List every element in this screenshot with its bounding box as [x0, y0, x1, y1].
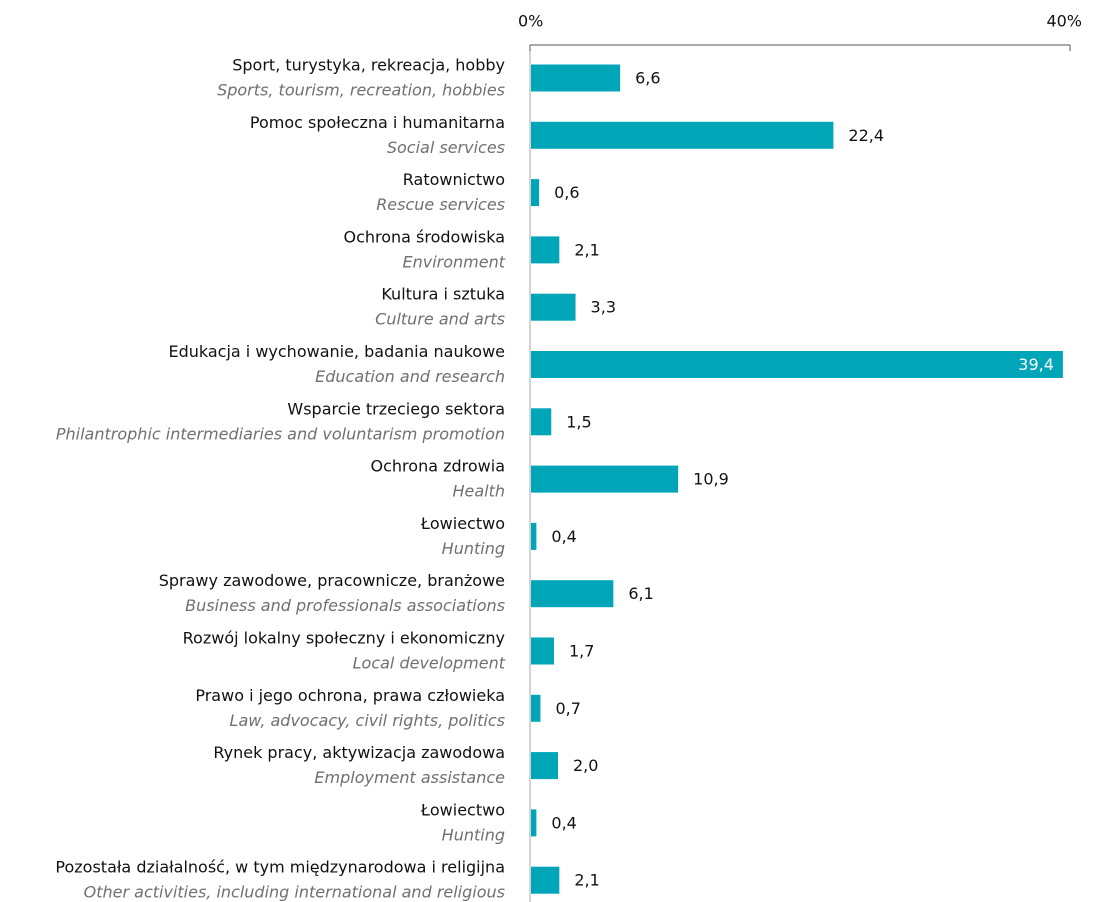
bar: [531, 866, 560, 894]
bar: [531, 580, 614, 608]
category-translation: Social services: [387, 138, 505, 157]
x-tick-label: 40%: [1046, 12, 1082, 31]
category-label: Sprawy zawodowe, pracownicze, branżowe: [159, 571, 505, 590]
value-label: 0,4: [551, 527, 576, 546]
category-translation: Local development: [353, 654, 506, 673]
value-label: 2,1: [574, 871, 599, 890]
value-label: 1,7: [569, 642, 594, 661]
category-translation: Law, advocacy, civil rights, politics: [230, 711, 505, 730]
category-label: Łowiectwo: [420, 800, 505, 819]
category-label: Rynek pracy, aktywizacja zawodowa: [213, 743, 505, 762]
category-label: Wsparcie trzeciego sektora: [287, 399, 505, 418]
value-label: 1,5: [566, 412, 591, 431]
value-label: 39,4: [1018, 355, 1054, 374]
category-translation: Health: [452, 482, 505, 501]
bar: [531, 408, 552, 436]
category-translation: Hunting: [442, 539, 505, 558]
category-translation: Sports, tourism, recreation, hobbies: [217, 81, 505, 100]
category-label: Ratownictwo: [403, 170, 505, 189]
x-tick-label: 0%: [518, 12, 543, 31]
bar: [531, 293, 576, 321]
category-translation: Hunting: [442, 825, 505, 844]
value-label: 3,3: [591, 298, 616, 317]
category-label: Pomoc społeczna i humanitarna: [250, 113, 505, 132]
bar: [531, 351, 1063, 378]
value-label: 2,1: [574, 240, 599, 259]
category-translation: Business and professionals associations: [185, 596, 505, 615]
bar: [531, 64, 621, 92]
value-label: 0,7: [555, 699, 580, 718]
bar: [531, 694, 541, 722]
bar: [531, 809, 537, 837]
bar: [531, 236, 560, 264]
category-translation: Employment assistance: [314, 768, 505, 787]
category-label: Prawo i jego ochrona, prawa człowieka: [195, 686, 505, 705]
category-translation: Environment: [402, 252, 505, 271]
value-label: 0,6: [554, 183, 579, 202]
value-label: 2,0: [573, 756, 598, 775]
category-translation: Culture and arts: [375, 310, 505, 329]
category-translation: Education and research: [315, 367, 505, 386]
category-translation: Rescue services: [376, 195, 505, 214]
category-label: Pozostała działalność, w tym międzynarod…: [55, 858, 505, 877]
bar: [531, 179, 540, 207]
category-label: Rozwój lokalny społeczny i ekonomiczny: [183, 629, 505, 648]
value-label: 6,6: [635, 69, 660, 88]
bar: [531, 637, 554, 665]
bar: [531, 752, 558, 780]
bar: [531, 465, 679, 493]
value-label: 22,4: [848, 126, 884, 145]
category-label: Edukacja i wychowanie, badania naukowe: [168, 342, 505, 361]
value-label: 6,1: [628, 584, 653, 603]
category-label: Sport, turystyka, rekreacja, hobby: [232, 56, 505, 75]
category-label: Łowiectwo: [420, 514, 505, 533]
category-label: Ochrona środowiska: [343, 227, 505, 246]
category-translation: Other activities, including internationa…: [84, 883, 505, 902]
value-label: 10,9: [693, 470, 729, 489]
bar: [531, 522, 537, 550]
bar: [531, 121, 834, 149]
category-label: Kultura i sztuka: [381, 285, 505, 304]
category-label: Ochrona zdrowia: [371, 457, 505, 476]
value-label: 0,4: [551, 813, 576, 832]
category-translation: Philantrophic intermediaries and volunta…: [56, 424, 505, 443]
